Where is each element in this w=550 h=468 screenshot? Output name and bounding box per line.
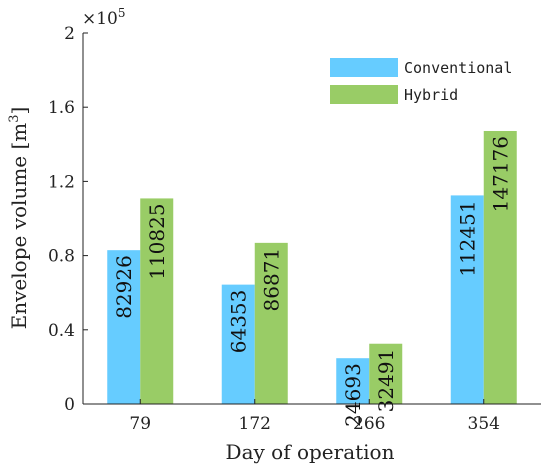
bars-layer	[107, 130, 517, 404]
y-tick-label: 0	[64, 395, 75, 415]
bar-value-label: 24693	[341, 363, 365, 427]
legend-label: Hybrid	[404, 86, 458, 104]
bar-value-label: 110825	[145, 203, 169, 279]
x-ticks-layer: 79 172 266 354	[129, 399, 500, 434]
bar-value-label: 86871	[259, 248, 283, 312]
bar-conventional	[450, 195, 484, 404]
x-axis-title: Day of operation	[226, 440, 395, 464]
legend-swatch-conventional	[330, 58, 398, 77]
bar-hybrid	[254, 242, 288, 404]
bar-value-label: 147176	[488, 136, 512, 212]
y-axis-title: Envelope volume [m3]	[7, 107, 31, 330]
y-tick-label: 0.4	[48, 321, 75, 341]
x-tick-label: 354	[468, 414, 500, 434]
x-tick-label: 79	[129, 414, 151, 434]
bar-hybrid	[483, 130, 517, 404]
bar-conventional	[107, 250, 141, 404]
y-tick-label: 1.6	[48, 98, 75, 118]
legend-label: Conventional	[404, 59, 512, 77]
bar-conventional	[221, 284, 255, 404]
legend: Conventional Hybrid	[330, 58, 512, 104]
y-tick-label: 0.8	[48, 247, 75, 267]
bar-hybrid	[140, 198, 174, 404]
y-tick-label: 2	[64, 24, 75, 44]
bar-value-label: 32491	[374, 349, 398, 413]
y-multiplier-label: ×105	[82, 6, 126, 29]
bar-value-label: 82926	[112, 255, 136, 319]
x-tick-label: 172	[239, 414, 271, 434]
x-tick-label: 266	[353, 414, 385, 434]
bar-hybrid	[369, 343, 403, 404]
bar-value-label: 112451	[455, 200, 479, 276]
y-tick-label: 1.2	[48, 172, 75, 192]
axes-layer	[82, 33, 541, 405]
bar-conventional	[336, 358, 370, 404]
y-ticks-layer: 0 0.4 0.8 1.2 1.6 2	[48, 24, 88, 415]
bar-value-label: 64353	[226, 290, 250, 354]
legend-swatch-hybrid	[330, 85, 398, 104]
bar-labels-layer: 82926 110825 64353 86871 24693 32491 112451 147…	[112, 136, 513, 427]
